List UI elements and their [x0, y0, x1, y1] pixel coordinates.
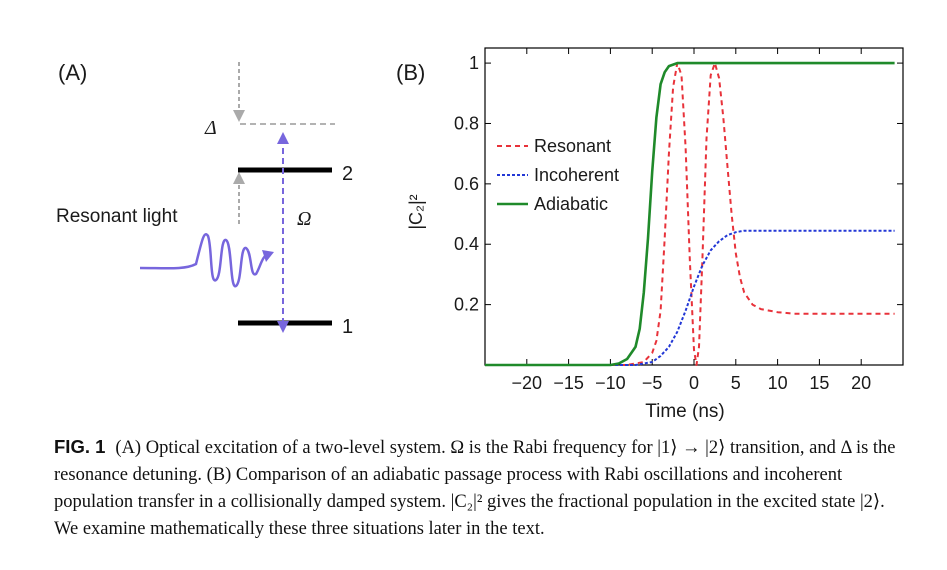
x-tick-label: −5 [642, 373, 663, 393]
x-tick-label: 10 [768, 373, 788, 393]
level-1-label: 1 [342, 316, 353, 338]
photon-wave-icon [139, 233, 269, 288]
legend: Resonant Incoherent Adiabatic [497, 136, 619, 214]
y-tick-label: 0.2 [454, 295, 479, 315]
x-axis-label: Time (ns) [645, 401, 725, 422]
legend-entry: Resonant [534, 136, 611, 156]
x-tick-label: 0 [689, 373, 699, 393]
caption-text: (A) Optical excitation of a two-level sy… [54, 438, 896, 539]
legend-entry: Incoherent [534, 165, 619, 185]
level-2-label: 2 [342, 163, 353, 185]
x-tick-label: 20 [851, 373, 871, 393]
x-tick-label: −20 [512, 373, 543, 393]
panel-a-energy-diagram: (A) Δ Ω 2 1 Resonant light [56, 60, 353, 338]
x-tick-label: −15 [553, 373, 584, 393]
x-tick-label: 15 [809, 373, 829, 393]
legend-entry: Adiabatic [534, 194, 608, 214]
photon-arrowhead-icon [262, 250, 274, 262]
x-tick-label: −10 [595, 373, 626, 393]
delta-label: Δ [204, 117, 217, 139]
y-tick-label: 1 [469, 53, 479, 73]
series-line-adiabatic [485, 61, 895, 367]
panel-a-label: (A) [58, 60, 87, 85]
series-line-resonant [485, 62, 895, 366]
x-tick-label: 5 [731, 373, 741, 393]
series-line-incoherent [485, 229, 895, 366]
y-tick-label: 0.6 [454, 174, 479, 194]
caption-figure-label: FIG. 1 [54, 436, 106, 457]
y-axis-label: |C₂|² [406, 194, 426, 229]
panel-b-chart: (B) −20 −15 −10 −5 0 5 10 15 20 0.2 0.4 0.6 0.8 1 Res… [396, 47, 904, 422]
figure-caption: FIG. 1 (A) Optical excitation of a two-le… [54, 433, 906, 543]
figure-1: (A) Δ Ω 2 1 Resonant light (B) −20 −15 −10… [56, 47, 904, 422]
series-layer [485, 61, 895, 367]
tick-labels: −20 −15 −10 −5 0 5 10 15 20 0.2 0.4 0.6 0.8 1 [454, 53, 871, 393]
resonant-light-label: Resonant light [56, 206, 178, 227]
omega-label: Ω [297, 208, 311, 230]
panel-b-label: (B) [396, 60, 425, 85]
y-tick-label: 0.4 [454, 234, 479, 254]
y-tick-label: 0.8 [454, 113, 479, 133]
